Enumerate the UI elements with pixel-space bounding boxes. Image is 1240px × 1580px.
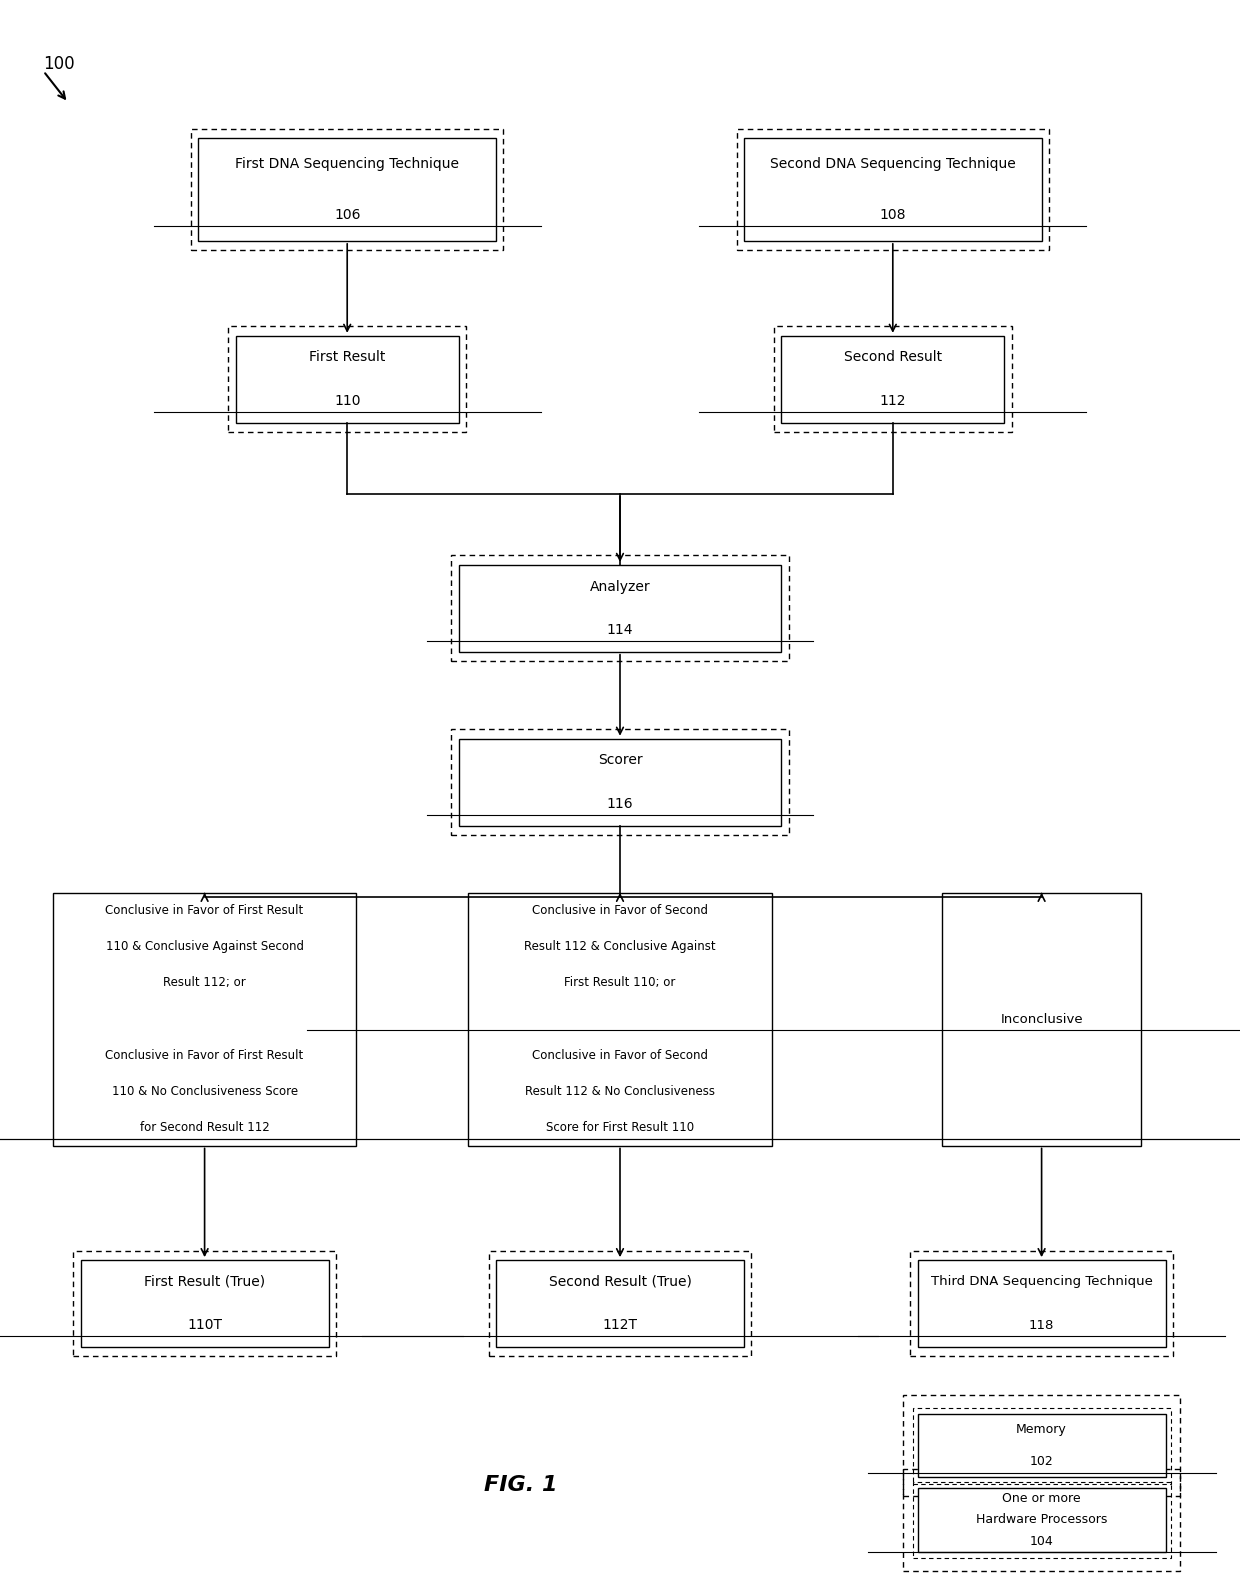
Text: Memory: Memory <box>1017 1424 1066 1436</box>
Bar <box>451 556 789 662</box>
Bar <box>469 893 771 1146</box>
Bar <box>903 1469 1180 1571</box>
Text: Result 112 & No Conclusiveness: Result 112 & No Conclusiveness <box>525 1085 715 1098</box>
Bar <box>910 1251 1173 1356</box>
Bar <box>737 130 1049 250</box>
Text: 104: 104 <box>1029 1534 1054 1547</box>
Bar <box>73 1251 336 1356</box>
Text: Second Result (True): Second Result (True) <box>548 1275 692 1289</box>
Text: Second DNA Sequencing Technique: Second DNA Sequencing Technique <box>770 156 1016 171</box>
Text: for Second Result 112: for Second Result 112 <box>140 1120 269 1134</box>
Text: Hardware Processors: Hardware Processors <box>976 1514 1107 1526</box>
Text: One or more: One or more <box>1002 1493 1081 1506</box>
Text: 110 & No Conclusiveness Score: 110 & No Conclusiveness Score <box>112 1085 298 1098</box>
Bar <box>913 1408 1171 1484</box>
Text: Conclusive in Favor of First Result: Conclusive in Favor of First Result <box>105 1049 304 1062</box>
Text: 102: 102 <box>1029 1455 1054 1468</box>
Bar <box>918 1488 1166 1552</box>
Text: 106: 106 <box>334 209 361 223</box>
Text: 100: 100 <box>43 55 76 73</box>
Text: 114: 114 <box>606 623 634 637</box>
Bar <box>236 337 459 423</box>
Text: First Result: First Result <box>309 351 386 365</box>
Text: Conclusive in Favor of Second: Conclusive in Favor of Second <box>532 904 708 918</box>
Text: 108: 108 <box>879 209 906 223</box>
Text: Scorer: Scorer <box>598 754 642 768</box>
Bar <box>191 130 503 250</box>
Text: First Result (True): First Result (True) <box>144 1275 265 1289</box>
Text: Inconclusive: Inconclusive <box>1001 1013 1083 1025</box>
Bar <box>459 566 781 653</box>
Text: First Result 110; or: First Result 110; or <box>564 976 676 989</box>
Text: 110 & Conclusive Against Second: 110 & Conclusive Against Second <box>105 940 304 953</box>
Text: Analyzer: Analyzer <box>590 580 650 594</box>
Text: Score for First Result 110: Score for First Result 110 <box>546 1120 694 1134</box>
Text: Second Result: Second Result <box>843 351 942 365</box>
Bar <box>744 139 1042 240</box>
Text: Result 112; or: Result 112; or <box>164 976 246 989</box>
Bar <box>918 1261 1166 1346</box>
Text: 112T: 112T <box>603 1318 637 1332</box>
Bar <box>903 1395 1180 1496</box>
Text: Conclusive in Favor of Second: Conclusive in Favor of Second <box>532 1049 708 1062</box>
Text: First DNA Sequencing Technique: First DNA Sequencing Technique <box>236 156 459 171</box>
Bar <box>451 730 789 836</box>
Bar <box>496 1261 744 1346</box>
Text: 112: 112 <box>879 393 906 408</box>
Text: Conclusive in Favor of First Result: Conclusive in Favor of First Result <box>105 904 304 918</box>
Bar <box>198 139 496 240</box>
Text: FIG. 1: FIG. 1 <box>484 1476 558 1495</box>
Text: Third DNA Sequencing Technique: Third DNA Sequencing Technique <box>931 1275 1152 1288</box>
Bar <box>918 1414 1166 1477</box>
Bar <box>228 327 466 433</box>
Bar <box>942 893 1141 1146</box>
Text: Result 112 & Conclusive Against: Result 112 & Conclusive Against <box>525 940 715 953</box>
Bar <box>81 1261 329 1346</box>
Bar <box>774 327 1012 433</box>
Text: 110: 110 <box>334 393 361 408</box>
Bar <box>53 893 357 1146</box>
Text: 118: 118 <box>1029 1319 1054 1332</box>
Text: 110T: 110T <box>187 1318 222 1332</box>
Text: 116: 116 <box>606 796 634 811</box>
Bar <box>781 337 1004 423</box>
Bar <box>489 1251 751 1356</box>
Bar <box>459 739 781 826</box>
Bar <box>913 1482 1171 1558</box>
